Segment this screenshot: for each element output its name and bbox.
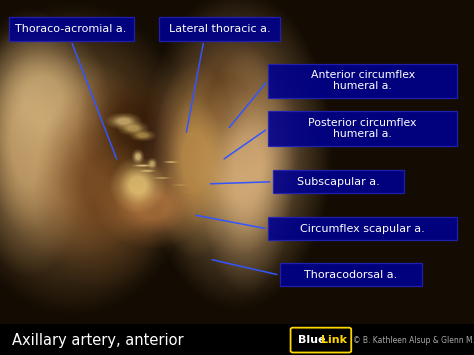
FancyBboxPatch shape — [9, 17, 134, 41]
FancyBboxPatch shape — [268, 217, 457, 240]
Text: Thoraco-acromial a.: Thoraco-acromial a. — [16, 24, 127, 34]
Text: Subscapular a.: Subscapular a. — [297, 177, 380, 187]
Text: © B. Kathleen Alsup & Glenn M. Fox: © B. Kathleen Alsup & Glenn M. Fox — [353, 335, 474, 345]
Text: Lateral thoracic a.: Lateral thoracic a. — [169, 24, 270, 34]
Text: Posterior circumflex
humeral a.: Posterior circumflex humeral a. — [309, 118, 417, 139]
FancyBboxPatch shape — [268, 111, 457, 146]
Text: Thoracodorsal a.: Thoracodorsal a. — [304, 270, 397, 280]
FancyBboxPatch shape — [159, 17, 280, 41]
Text: Anterior circumflex
humeral a.: Anterior circumflex humeral a. — [310, 70, 415, 91]
Text: Axillary artery, anterior: Axillary artery, anterior — [12, 333, 183, 348]
Text: Link: Link — [321, 335, 347, 345]
FancyBboxPatch shape — [0, 324, 474, 355]
FancyBboxPatch shape — [280, 263, 422, 286]
Text: Circumflex scapular a.: Circumflex scapular a. — [300, 224, 425, 234]
FancyBboxPatch shape — [268, 64, 457, 98]
FancyBboxPatch shape — [273, 170, 404, 193]
Text: Blue: Blue — [298, 335, 325, 345]
